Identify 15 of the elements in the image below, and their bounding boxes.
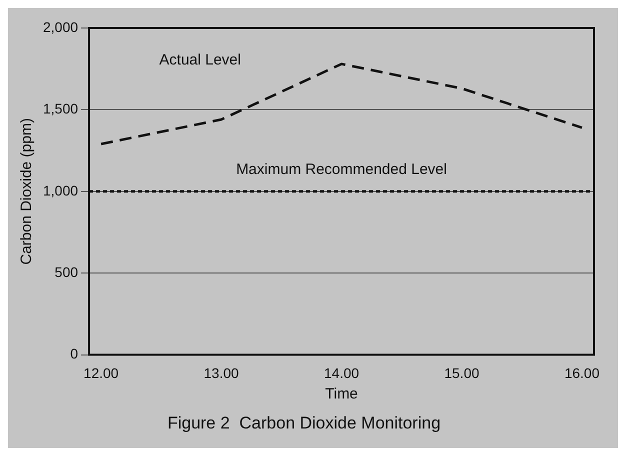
x-tick-label: 12.00	[84, 365, 119, 382]
y-tick-label: 2,000	[42, 18, 78, 35]
x-tick-label: 15.00	[444, 365, 480, 382]
y-tick-label: 0	[70, 346, 78, 362]
x-tick-label: 13.00	[204, 365, 240, 382]
y-tick-label: 500	[54, 264, 78, 280]
text: Actual Level	[159, 52, 241, 69]
x-axis-title: Time	[325, 386, 358, 403]
y-axis-title: Carbon Dioxide (ppm)	[18, 118, 36, 265]
text: Figure 2 Carbon Dioxide Monitoring	[167, 413, 441, 432]
x-tick-label: 16.00	[564, 365, 600, 382]
y-tick-label: 1,000	[42, 182, 78, 198]
y-tick-label: 1,500	[42, 100, 78, 117]
ref-line-label: Maximum Recommended Level	[236, 161, 447, 178]
x-tick-label: 14.00	[324, 365, 360, 382]
